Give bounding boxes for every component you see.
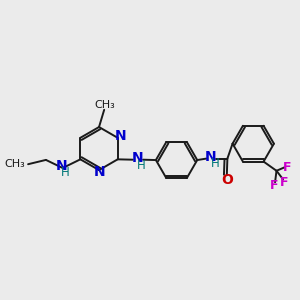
Text: H: H bbox=[61, 166, 69, 179]
Text: F: F bbox=[280, 176, 289, 189]
Text: N: N bbox=[115, 129, 126, 143]
Text: H: H bbox=[210, 157, 219, 170]
Text: N: N bbox=[132, 151, 143, 165]
Text: N: N bbox=[94, 165, 105, 179]
Text: CH₃: CH₃ bbox=[4, 159, 25, 169]
Text: H: H bbox=[137, 159, 146, 172]
Text: N: N bbox=[205, 150, 217, 164]
Text: F: F bbox=[283, 161, 292, 174]
Text: N: N bbox=[56, 159, 67, 173]
Text: F: F bbox=[269, 178, 278, 192]
Text: O: O bbox=[221, 173, 233, 188]
Text: CH₃: CH₃ bbox=[94, 100, 115, 110]
